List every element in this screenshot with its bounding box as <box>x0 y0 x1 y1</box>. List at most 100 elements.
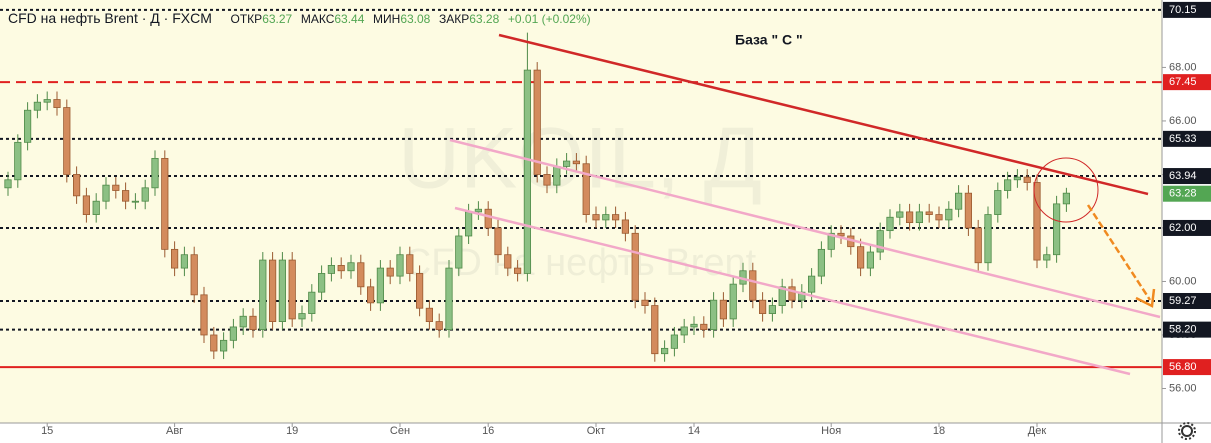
level-label: 56.80 <box>1169 361 1197 373</box>
candle-body <box>1033 182 1041 261</box>
candle-body <box>955 192 963 210</box>
candle-body <box>827 232 835 250</box>
candle-body <box>680 326 688 336</box>
change-value: +0.01 (+0.02%) <box>507 12 591 26</box>
candle-body <box>190 254 198 296</box>
y-tick-label: 66.00 <box>1169 115 1197 127</box>
level-label: 67.45 <box>1169 76 1197 88</box>
close-label: ЗАКР <box>438 12 470 26</box>
levels <box>0 8 1162 369</box>
candle-body <box>347 262 355 272</box>
x-axis: 15 Авг 19 Сен 16 Окт 14 Ноя 18 Дек <box>41 423 1046 437</box>
x-tick-label: 15 <box>41 425 53 437</box>
candle-body <box>259 259 267 331</box>
watermark: UKOIL, Д CFD на нефть Brent <box>398 111 762 284</box>
candle-body <box>1013 176 1022 181</box>
candle-body <box>504 254 512 269</box>
candle-body <box>396 254 404 277</box>
trend-line <box>498 33 1149 196</box>
level-label-bg <box>1163 321 1211 338</box>
candle-body <box>200 294 208 336</box>
x-tick-label: 16 <box>482 425 494 437</box>
candle-body <box>239 315 247 328</box>
annotation: База " С " <box>735 32 803 48</box>
candle-body <box>837 232 845 237</box>
candle-body <box>729 283 737 320</box>
candle-body <box>563 160 571 167</box>
watermark-name: CFD на нефть Brent <box>404 242 757 284</box>
candle-body <box>514 267 522 274</box>
candle-body <box>543 174 551 186</box>
candle-body <box>690 323 698 328</box>
x-tick-label: Авг <box>166 425 183 437</box>
candle-body <box>122 190 130 202</box>
settings-icon[interactable] <box>1178 422 1196 440</box>
high-value: 63.44 <box>334 12 365 26</box>
candle-body <box>308 291 316 314</box>
gear-teeth[interactable] <box>1178 422 1196 440</box>
candle-body <box>1053 203 1061 256</box>
level-label: 70.15 <box>1169 4 1197 16</box>
candle-body <box>533 69 541 175</box>
candle-body <box>857 246 865 269</box>
channel-line <box>449 138 1161 319</box>
candle-body <box>210 334 218 352</box>
gear[interactable] <box>1181 425 1193 437</box>
x-tick-label: 14 <box>688 425 700 437</box>
x-tick-label: Сен <box>390 425 410 437</box>
y-tick-label: 68.00 <box>1169 61 1197 73</box>
candle-body <box>249 315 257 331</box>
candle-body <box>719 299 728 320</box>
candle-body <box>817 248 826 277</box>
candle-body <box>43 99 51 103</box>
candle-body <box>1004 179 1012 191</box>
candle-body <box>23 109 32 143</box>
candle-body <box>749 270 757 301</box>
candle-body <box>268 259 277 322</box>
level-label-bg <box>1163 130 1211 147</box>
candle-body <box>945 208 953 221</box>
candle-body <box>788 286 796 301</box>
candle-body <box>219 339 228 352</box>
candle-body <box>464 211 473 237</box>
candle-body <box>572 160 581 165</box>
candle-body <box>641 299 649 306</box>
level-label-bg <box>1163 219 1211 236</box>
candle-body <box>602 214 610 221</box>
candle-body <box>33 101 42 111</box>
candles <box>4 32 1070 362</box>
x-tick-label: Дек <box>1028 425 1047 437</box>
candle-body <box>984 214 992 264</box>
level-label-bg <box>1163 1 1211 18</box>
level-label: 62.00 <box>1169 222 1197 234</box>
level-label-bg <box>1163 74 1211 91</box>
candle-body <box>102 184 110 202</box>
candle-body <box>455 235 463 269</box>
candle-body <box>327 265 336 274</box>
open-value: 63.27 <box>262 12 293 26</box>
candle-body <box>278 259 287 322</box>
y-axis: 56.0058.0060.0062.0064.0066.0068.0070.15… <box>1162 1 1211 394</box>
candle-body <box>768 305 777 314</box>
candle-body <box>415 273 424 309</box>
arrow-head <box>1135 288 1156 308</box>
candle-body <box>906 211 914 224</box>
symbol-title: CFD на нефть Brent · Д · FXCM <box>8 10 212 26</box>
watermark-symbol: UKOIL, Д <box>398 111 762 207</box>
candle-body <box>298 313 306 320</box>
level-label: 65.33 <box>1169 133 1197 145</box>
candle-body <box>435 321 443 331</box>
candle-body <box>494 227 502 256</box>
open-label: ОТКР <box>230 12 263 26</box>
candle-body <box>82 195 90 215</box>
candle-body <box>876 230 884 253</box>
x-tick-label: 19 <box>286 425 298 437</box>
candle-body <box>337 265 345 272</box>
channel-line <box>454 206 1131 376</box>
candle-body <box>523 69 532 274</box>
candle-body <box>1043 254 1051 261</box>
candle-body <box>778 286 786 306</box>
candle-body <box>896 211 904 218</box>
y-tick-label: 60.00 <box>1169 275 1197 287</box>
